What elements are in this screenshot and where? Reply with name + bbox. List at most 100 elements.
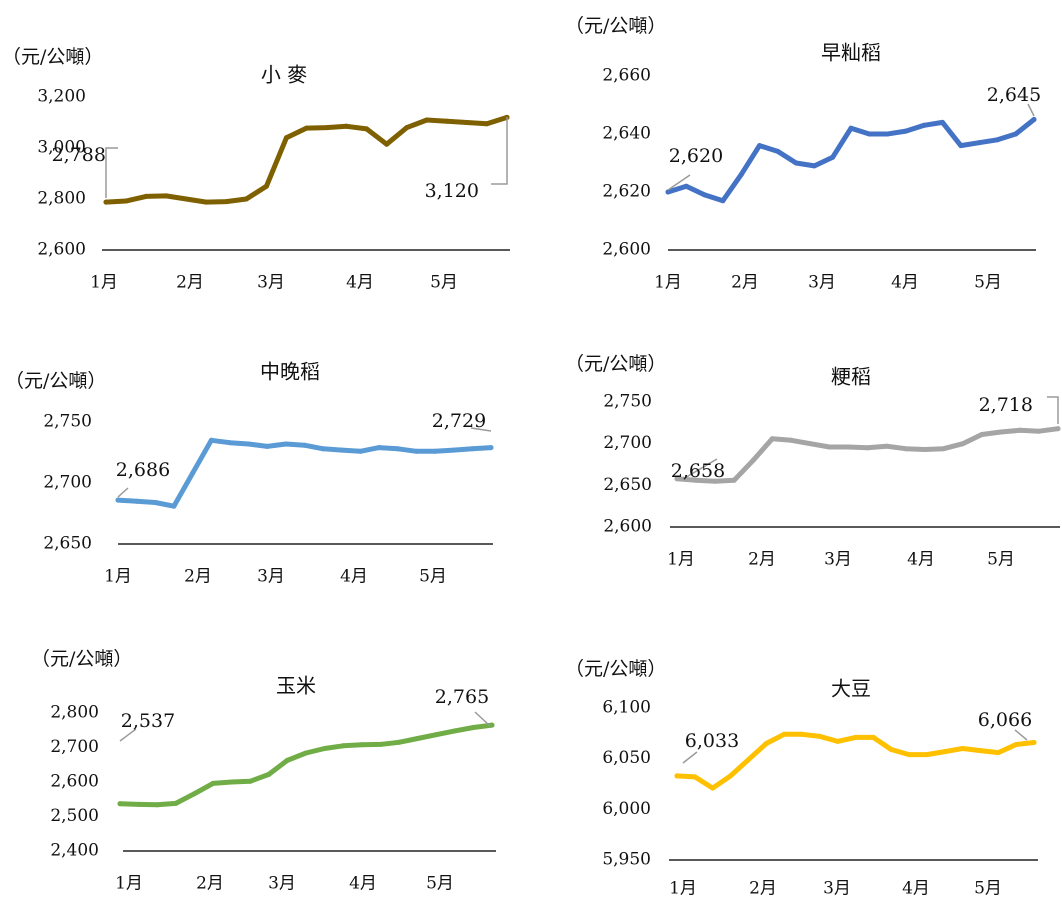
early-rice-data-point	[665, 189, 671, 195]
wheat-data-point	[103, 199, 109, 205]
wheat-data-point	[464, 120, 470, 125]
japonica-rice-data-point	[1017, 427, 1023, 433]
wheat-data-point	[384, 141, 390, 147]
corn-x-tick-label: 5月	[426, 874, 454, 894]
soybean-data-point	[1013, 742, 1019, 747]
japonica-rice-end-leader-line	[1047, 396, 1059, 424]
wheat-data-point	[123, 198, 129, 204]
mid-late-rice-data-point	[451, 447, 457, 453]
soybean-y-tick-label: 6,100	[602, 698, 651, 718]
mid-late-rice-y-tick-label: 2,750	[43, 412, 92, 432]
japonica-rice-data-point	[865, 445, 870, 451]
japonica-rice-chart: （元/公噸） 粳稻 2,600 2,650 2,700 2,750 1月 2月 3月 4月 5月 2,…	[565, 353, 1061, 570]
early-rice-y-tick-label: 2,640	[602, 124, 651, 144]
early-rice-end-leader-line	[1027, 103, 1035, 117]
early-rice-x-tick-label: 3月	[808, 273, 836, 293]
early-rice-x-tick-label: 5月	[974, 273, 1002, 293]
corn-end-value-label: 2,765	[435, 686, 489, 708]
corn-chart-title: 玉米	[276, 674, 316, 698]
japonica-rice-x-tick-label: 4月	[907, 550, 935, 570]
wheat-unit-label: （元/公噸）	[2, 46, 103, 68]
japonica-rice-x-tick-label: 1月	[667, 550, 695, 570]
soybean-data-point	[906, 752, 912, 758]
corn-data-point	[229, 779, 235, 785]
japonica-rice-x-tick-label: 3月	[824, 550, 852, 570]
soybean-data-point	[817, 733, 823, 739]
soybean-start-leader-line	[682, 751, 698, 764]
wheat-data-point	[143, 193, 149, 199]
early-rice-chart: （元/公噸） 早籼稻 2,600 2,620 2,640 2,660 1月 2月 3月 4月 5月 2…	[565, 15, 1041, 293]
wheat-data-point	[404, 125, 410, 131]
early-rice-start-leader-line	[667, 174, 691, 191]
soybean-data-point	[924, 752, 930, 758]
japonica-rice-data-point	[674, 476, 680, 482]
mid-late-rice-y-tick-label: 2,700	[43, 473, 92, 493]
early-rice-data-point	[903, 128, 909, 134]
mid-late-rice-end-value-label: 2,729	[432, 410, 486, 432]
mid-late-rice-data-point	[171, 503, 177, 509]
japonica-rice-data-point	[712, 478, 718, 484]
corn-y-tick-label: 2,400	[50, 841, 99, 861]
early-rice-data-point	[683, 183, 689, 189]
mid-late-rice-unit-label: （元/公噸）	[5, 370, 106, 392]
early-rice-y-tick-label: 2,620	[602, 182, 651, 202]
corn-data-point	[433, 732, 439, 738]
soybean-x-tick-label: 2月	[749, 879, 777, 899]
japonica-rice-data-point	[769, 436, 775, 442]
japonica-rice-data-point	[922, 447, 928, 452]
corn-data-point	[210, 780, 216, 786]
corn-y-tick-label: 2,600	[50, 772, 99, 792]
soybean-data-point	[960, 746, 966, 751]
corn-x-tick-label: 2月	[196, 874, 224, 894]
mid-late-rice-data-point	[469, 446, 475, 452]
early-rice-data-point	[702, 192, 708, 198]
early-rice-data-point	[885, 131, 891, 137]
wheat-x-tick-label: 3月	[257, 273, 285, 293]
mid-late-rice-data-point	[357, 448, 363, 454]
corn-y-tick-label: 2,800	[50, 703, 99, 723]
japonica-rice-data-point	[884, 443, 889, 449]
corn-end-leader-line	[474, 711, 491, 727]
mid-late-rice-x-tick-label: 3月	[257, 567, 285, 587]
japonica-rice-end-value-label: 2,718	[979, 394, 1033, 416]
japonica-rice-data-point	[807, 441, 813, 447]
soybean-data-point	[888, 747, 894, 752]
wheat-y-tick-label: 3,200	[37, 87, 86, 107]
wheat-data-point	[324, 125, 330, 131]
corn-x-tick-label: 4月	[349, 874, 377, 894]
mid-late-rice-data-point	[395, 446, 401, 452]
soybean-data-point	[692, 774, 698, 780]
early-rice-data-point	[1013, 131, 1019, 137]
mid-late-rice-data-point	[339, 447, 345, 453]
mid-late-rice-data-point	[246, 441, 252, 447]
soybean-data-point	[978, 748, 983, 754]
corn-data-point	[191, 791, 197, 797]
corn-data-point	[284, 757, 290, 763]
corn-start-leader-line	[119, 728, 137, 742]
soybean-data-point	[853, 734, 858, 740]
soybean-start-value-label: 6,033	[685, 730, 739, 752]
corn-data-point	[154, 802, 160, 808]
early-rice-data-point	[757, 143, 762, 149]
soybean-data-point	[995, 750, 1001, 756]
wheat-end-value-label: 3,120	[425, 180, 479, 202]
corn-data-point	[377, 741, 383, 747]
soybean-unit-label: （元/公噸）	[565, 658, 666, 680]
mid-late-rice-start-value-label: 2,686	[116, 459, 170, 481]
mid-late-rice-data-point	[432, 448, 438, 454]
japonica-rice-y-tick-label: 2,750	[603, 392, 652, 412]
japonica-rice-series-line	[674, 426, 1061, 484]
wheat-data-point	[263, 183, 269, 189]
early-rice-y-tick-label: 2,660	[602, 66, 651, 86]
wheat-data-point	[183, 196, 189, 202]
japonica-rice-start-value-label: 2,658	[671, 460, 725, 482]
mid-late-rice-data-point	[190, 470, 196, 476]
wheat-data-point	[444, 118, 450, 124]
japonica-rice-data-point	[826, 444, 832, 450]
soybean-end-value-label: 6,066	[978, 709, 1032, 731]
early-rice-start-value-label: 2,620	[669, 145, 723, 167]
corn-data-point	[396, 739, 402, 745]
japonica-rice-data-point	[1036, 428, 1042, 434]
wheat-start-leader-line	[105, 147, 118, 198]
